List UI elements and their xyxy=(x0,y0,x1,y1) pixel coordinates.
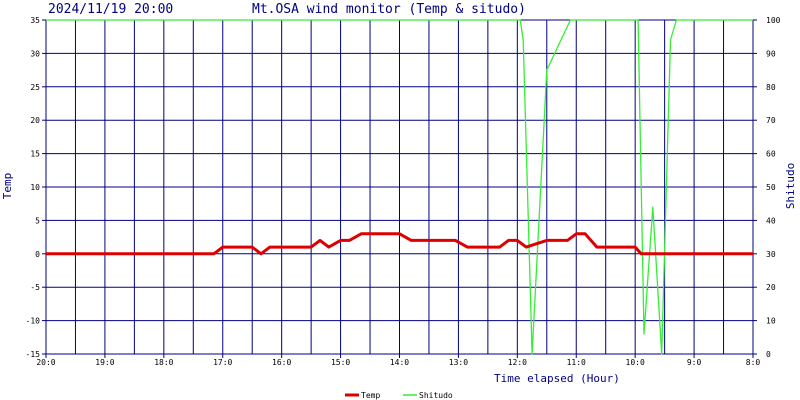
legend-label-shitudo: Shitudo xyxy=(419,391,453,400)
x-tick-label: 18:0 xyxy=(154,358,173,367)
legend-label-temp: Temp xyxy=(361,391,380,400)
y-right-tick-label: 10 xyxy=(766,317,776,326)
x-tick-label: 12:0 xyxy=(508,358,527,367)
y-right-tick-label: 30 xyxy=(766,250,776,259)
y-right-tick-label: 90 xyxy=(766,49,776,58)
y-right-tick-label: 70 xyxy=(766,116,776,125)
y-left-tick-label: 10 xyxy=(30,183,40,192)
x-tick-label: 16:0 xyxy=(272,358,291,367)
y-left-tick-label: 15 xyxy=(30,150,40,159)
grid xyxy=(45,19,754,355)
x-tick-label: 14:0 xyxy=(390,358,409,367)
x-tick-label: 10:0 xyxy=(626,358,645,367)
temp-series-line xyxy=(46,232,753,256)
y-left-tick-label: 20 xyxy=(30,116,40,125)
y-left-tick-label: 30 xyxy=(30,49,40,58)
y-axis-right-title: Shitudo xyxy=(784,163,797,209)
y-left-tick-label: -15 xyxy=(26,350,41,359)
y-right-tick-label: 0 xyxy=(766,350,771,359)
y-left-tick-label: 5 xyxy=(35,216,40,225)
y-right-tick-label: 50 xyxy=(766,183,776,192)
y-axis-left-title: Temp xyxy=(1,173,14,200)
y-right-tick-label: 100 xyxy=(766,16,781,25)
x-tick-label: 17:0 xyxy=(213,358,232,367)
x-tick-label: 8:0 xyxy=(746,358,761,367)
y-right-tick-label: 60 xyxy=(766,150,776,159)
x-tick-label: 15:0 xyxy=(331,358,350,367)
shitudo-series-line xyxy=(46,19,753,355)
x-tick-label: 11:0 xyxy=(567,358,586,367)
series-layer xyxy=(46,19,753,355)
chart-title: Mt.OSA wind monitor (Temp & situdo) xyxy=(252,2,526,17)
y-left-tick-label: 25 xyxy=(30,83,40,92)
y-left-tick-label: -5 xyxy=(30,283,40,292)
y-left-tick-label: 0 xyxy=(35,250,40,259)
x-tick-label: 20:0 xyxy=(36,358,55,367)
x-axis-ticks: 20:0 19:0 18:0 17:0 16:0 15:0 14:0 13:0 12:0 11:0… xyxy=(36,354,760,367)
x-tick-label: 9:0 xyxy=(687,358,702,367)
y-right-tick-label: 40 xyxy=(766,216,776,225)
x-axis-title: Time elapsed (Hour) xyxy=(494,372,620,385)
chart-timestamp: 2024/11/19 20:00 xyxy=(48,2,173,17)
y-right-tick-label: 20 xyxy=(766,283,776,292)
legend: Temp Shitudo xyxy=(345,391,453,400)
x-tick-label: 13:0 xyxy=(449,358,468,367)
y-left-tick-label: 35 xyxy=(30,16,40,25)
left-y-axis-ticks: 35 30 25 20 15 10 5 0 -5 -10 -15 xyxy=(26,16,46,359)
y-left-tick-label: -10 xyxy=(26,317,41,326)
y-right-tick-label: 80 xyxy=(766,83,776,92)
x-tick-label: 19:0 xyxy=(95,358,114,367)
